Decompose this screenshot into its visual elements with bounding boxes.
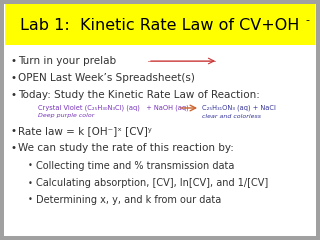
Text: Crystal Violet (C₂₅H₃₀N₃Cl) (aq)   + NaOH (aq): Crystal Violet (C₂₅H₃₀N₃Cl) (aq) + NaOH … [38,105,189,111]
Text: Deep purple color: Deep purple color [38,114,94,119]
Text: C₂₅H₃₁ON₃ (aq) + NaCl: C₂₅H₃₁ON₃ (aq) + NaCl [202,105,276,111]
Text: Collecting time and % transmission data: Collecting time and % transmission data [36,161,234,171]
Text: We can study the rate of this reaction by:: We can study the rate of this reaction b… [18,143,234,153]
Text: Today: Study the Kinetic Rate Law of Reaction:: Today: Study the Kinetic Rate Law of Rea… [18,90,260,100]
Text: clear and colorless: clear and colorless [202,114,261,119]
Text: •: • [10,126,16,136]
FancyBboxPatch shape [5,4,315,45]
Text: •: • [10,90,16,100]
FancyBboxPatch shape [4,4,316,236]
Text: Calculating absorption, [CV], ln[CV], and 1/[CV]: Calculating absorption, [CV], ln[CV], an… [36,178,268,188]
Text: •: • [28,162,33,170]
Text: OPEN Last Week’s Spreadsheet(s): OPEN Last Week’s Spreadsheet(s) [18,73,195,83]
Text: Rate law = k [OH⁻]ˣ [CV]ʸ: Rate law = k [OH⁻]ˣ [CV]ʸ [18,126,152,136]
Text: -: - [305,15,309,25]
Text: Determining x, y, and k from our data: Determining x, y, and k from our data [36,195,221,205]
Text: Turn in your prelab: Turn in your prelab [18,56,116,66]
Text: •: • [28,196,33,204]
Text: Lab 1:  Kinetic Rate Law of CV+OH: Lab 1: Kinetic Rate Law of CV+OH [20,18,300,32]
Text: •: • [10,143,16,153]
Text: •: • [10,56,16,66]
Text: •: • [10,73,16,83]
Text: •: • [28,179,33,187]
